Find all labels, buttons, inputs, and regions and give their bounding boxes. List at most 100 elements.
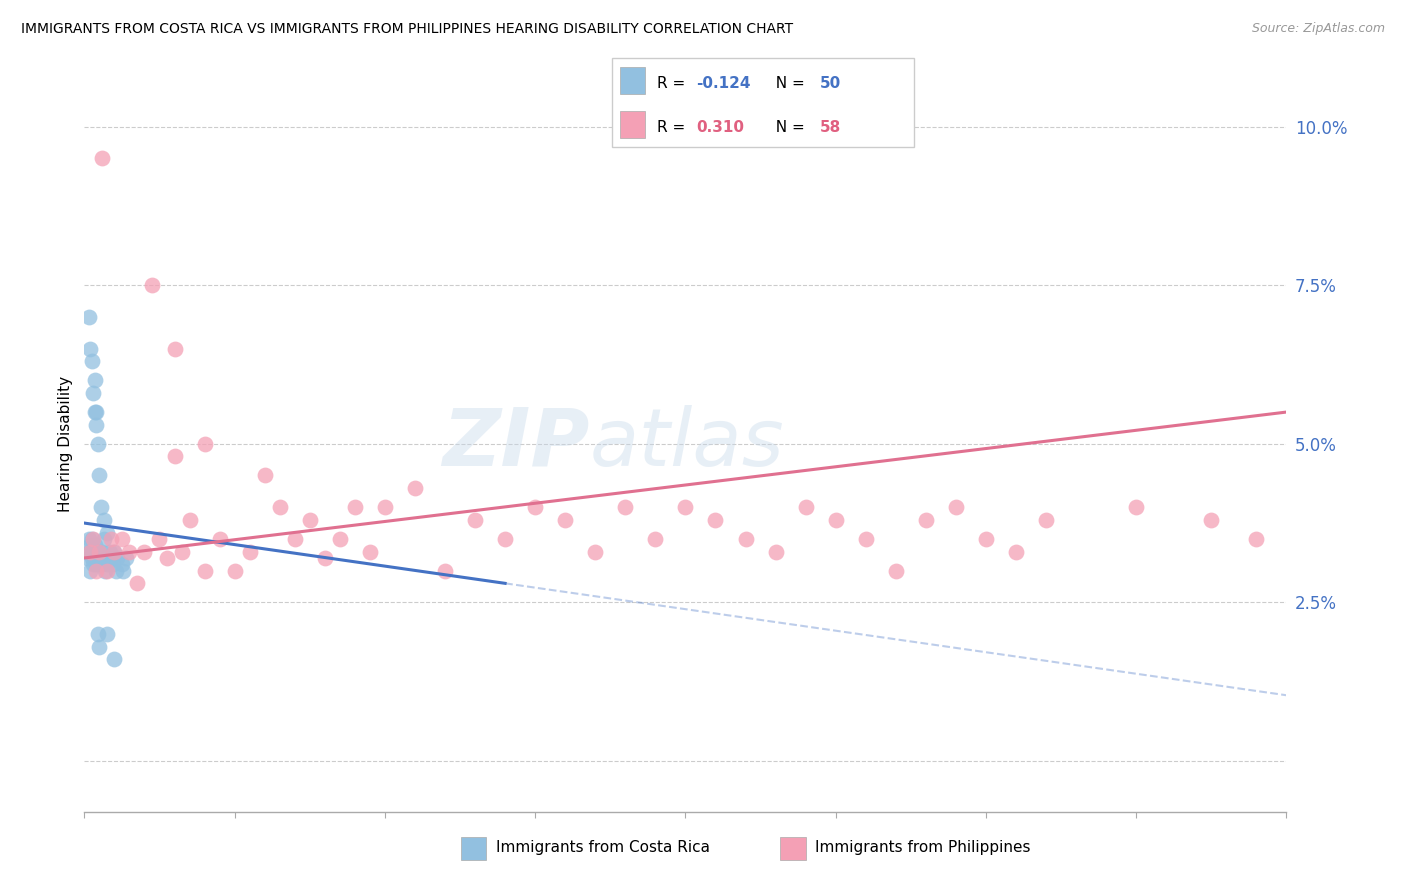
Point bbox=[86, 564, 108, 578]
Point bbox=[103, 652, 125, 666]
Point bbox=[79, 538, 101, 552]
Point bbox=[111, 532, 134, 546]
Text: N =: N = bbox=[766, 76, 810, 91]
Point bbox=[87, 627, 110, 641]
Point bbox=[1201, 513, 1223, 527]
Point bbox=[89, 558, 111, 572]
Text: R =: R = bbox=[657, 76, 690, 91]
Point bbox=[554, 513, 576, 527]
Point bbox=[583, 544, 606, 558]
Point bbox=[80, 532, 103, 546]
Point bbox=[148, 532, 170, 546]
Point bbox=[86, 558, 108, 572]
Text: atlas: atlas bbox=[589, 405, 785, 483]
Point bbox=[644, 532, 666, 546]
Point bbox=[104, 564, 127, 578]
Point bbox=[269, 500, 291, 515]
Text: 50: 50 bbox=[820, 76, 841, 91]
Point bbox=[83, 373, 105, 387]
Point bbox=[224, 564, 246, 578]
Point bbox=[163, 450, 186, 464]
Point bbox=[945, 500, 967, 515]
Point bbox=[87, 436, 110, 450]
Point bbox=[134, 544, 156, 558]
Point bbox=[494, 532, 516, 546]
Point bbox=[100, 532, 122, 546]
Point bbox=[89, 640, 111, 654]
Point bbox=[141, 278, 163, 293]
Point bbox=[77, 310, 100, 324]
Point bbox=[90, 551, 112, 566]
Point bbox=[103, 544, 125, 558]
Point bbox=[704, 513, 727, 527]
Point bbox=[115, 551, 138, 566]
Point bbox=[239, 544, 262, 558]
Point bbox=[208, 532, 231, 546]
Point bbox=[82, 544, 104, 558]
Point bbox=[343, 500, 366, 515]
Point bbox=[83, 538, 105, 552]
Point bbox=[96, 558, 118, 572]
Point bbox=[77, 532, 100, 546]
Point bbox=[80, 354, 103, 368]
Text: Source: ZipAtlas.com: Source: ZipAtlas.com bbox=[1251, 22, 1385, 36]
Point bbox=[96, 627, 118, 641]
Point bbox=[974, 532, 997, 546]
Point bbox=[83, 551, 105, 566]
Point bbox=[91, 558, 114, 572]
Point bbox=[524, 500, 547, 515]
Point bbox=[284, 532, 307, 546]
Point bbox=[125, 576, 148, 591]
Point bbox=[359, 544, 381, 558]
Point bbox=[79, 342, 101, 356]
Point bbox=[1005, 544, 1028, 558]
Point bbox=[80, 551, 103, 566]
Point bbox=[675, 500, 697, 515]
Point bbox=[434, 564, 457, 578]
Point bbox=[93, 532, 115, 546]
Point bbox=[404, 481, 426, 495]
Point bbox=[86, 417, 108, 432]
Point bbox=[314, 551, 336, 566]
Point bbox=[112, 564, 135, 578]
Point bbox=[163, 342, 186, 356]
Text: ZIP: ZIP bbox=[441, 405, 589, 483]
Text: Immigrants from Philippines: Immigrants from Philippines bbox=[815, 840, 1031, 855]
Point bbox=[915, 513, 938, 527]
Point bbox=[194, 436, 217, 450]
Point bbox=[93, 513, 115, 527]
Point bbox=[118, 544, 141, 558]
Point bbox=[79, 544, 101, 558]
Point bbox=[156, 551, 179, 566]
Point bbox=[96, 564, 118, 578]
Point bbox=[83, 405, 105, 419]
Point bbox=[614, 500, 637, 515]
Point bbox=[374, 500, 396, 515]
Point bbox=[464, 513, 486, 527]
Point bbox=[94, 564, 117, 578]
Text: IMMIGRANTS FROM COSTA RICA VS IMMIGRANTS FROM PHILIPPINES HEARING DISABILITY COR: IMMIGRANTS FROM COSTA RICA VS IMMIGRANTS… bbox=[21, 22, 793, 37]
Point bbox=[194, 564, 217, 578]
Point bbox=[794, 500, 817, 515]
Point bbox=[96, 525, 118, 540]
Point bbox=[82, 558, 104, 572]
Point bbox=[111, 558, 134, 572]
Text: 0.310: 0.310 bbox=[696, 120, 744, 136]
Point bbox=[100, 551, 122, 566]
Point bbox=[298, 513, 321, 527]
Point bbox=[82, 532, 104, 546]
Point bbox=[76, 551, 98, 566]
Text: -0.124: -0.124 bbox=[696, 76, 751, 91]
Point bbox=[79, 564, 101, 578]
Point bbox=[1125, 500, 1147, 515]
Point bbox=[855, 532, 877, 546]
Y-axis label: Hearing Disability: Hearing Disability bbox=[58, 376, 73, 512]
Text: N =: N = bbox=[766, 120, 810, 136]
Point bbox=[80, 544, 103, 558]
Point bbox=[253, 468, 276, 483]
Point bbox=[98, 544, 121, 558]
Point bbox=[90, 500, 112, 515]
Point bbox=[824, 513, 846, 527]
Point bbox=[734, 532, 756, 546]
Point bbox=[86, 544, 108, 558]
